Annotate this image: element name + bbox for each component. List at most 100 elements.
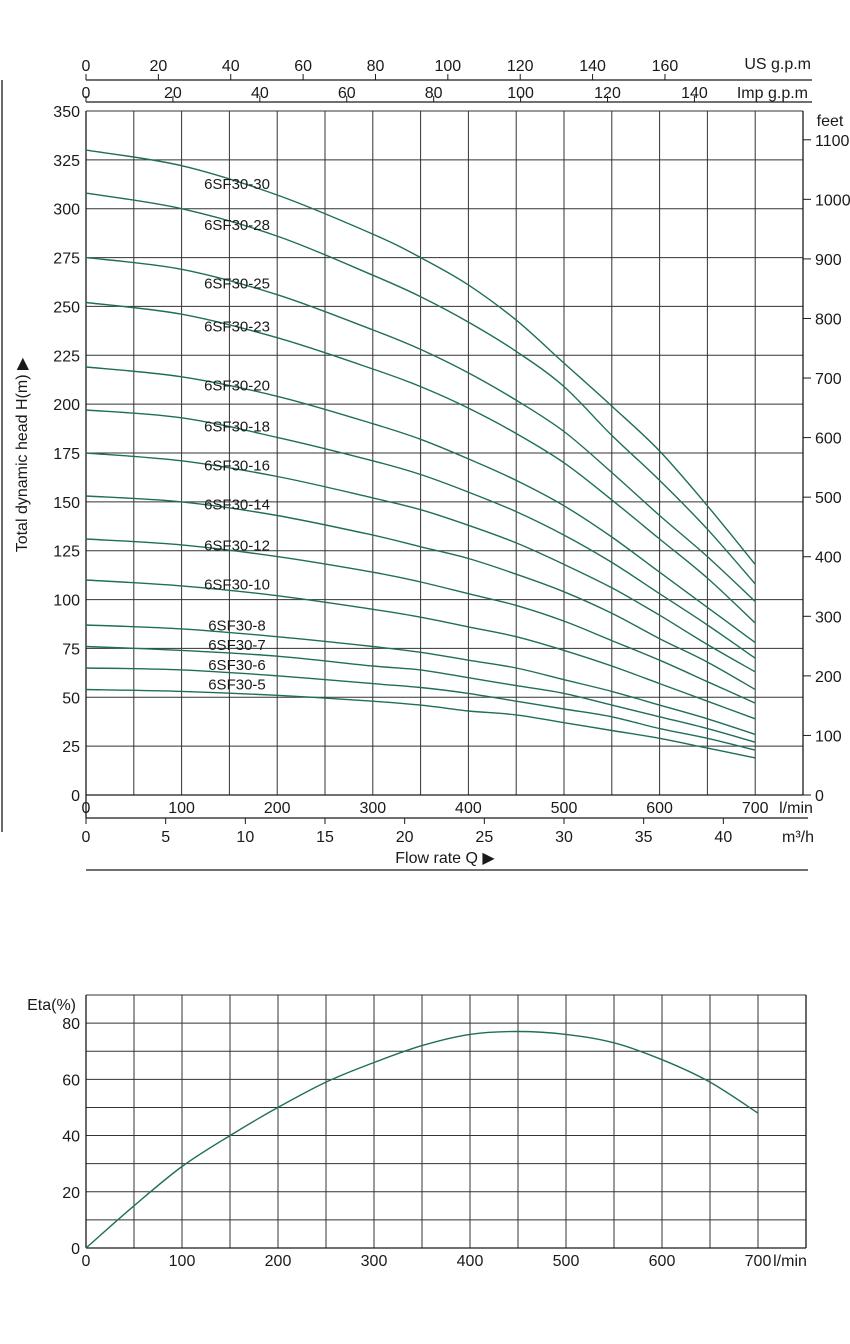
y-tick-label: 0	[71, 788, 80, 805]
feet-tick-label: 1100	[815, 133, 850, 150]
head-curve-6SF30-23	[85, 301, 756, 624]
e-y-tick-label: 0	[71, 1241, 80, 1258]
x-axis-title: Flow rate Q ▶	[395, 850, 495, 867]
feet-tick-label: 200	[815, 669, 842, 686]
us-gpm-tick-label: 120	[507, 58, 534, 75]
y-tick-label: 350	[53, 104, 80, 121]
curve-label: 6SF30-23	[204, 319, 270, 336]
head-curve-6SF30-10	[85, 579, 756, 720]
feet-tick-label: 700	[815, 371, 842, 388]
feet-tick-label: 100	[815, 728, 842, 745]
y-tick-label: 100	[53, 593, 80, 610]
m3h-tick-label: 30	[555, 829, 573, 846]
y-tick-label: 50	[62, 690, 80, 707]
us-gpm-tick-label: 0	[82, 58, 91, 75]
y-tick-label: 75	[62, 641, 80, 658]
head-curve-6SF30-8	[85, 624, 756, 736]
y-tick-label: 225	[53, 348, 80, 365]
curve-label: 6SF30-5	[208, 676, 266, 693]
feet-tick-label: 400	[815, 550, 842, 567]
curve-label: 6SF30-7	[208, 637, 266, 654]
e-y-tick-label: 20	[62, 1185, 80, 1202]
e-y-tick-label: 80	[62, 1016, 80, 1033]
e-x-tick-label: 600	[649, 1253, 676, 1270]
e-x-tick-label: 100	[169, 1253, 196, 1270]
e-x-tick-label: 400	[457, 1253, 484, 1270]
head-curve-6SF30-14	[85, 495, 756, 691]
us-gpm-tick-label: 140	[579, 58, 606, 75]
e-x-tick-label: 500	[553, 1253, 580, 1270]
imp-gpm-tick-label: 120	[594, 85, 621, 102]
e-x-tick-label: 200	[265, 1253, 292, 1270]
head-curve-6SF30-16	[85, 452, 756, 673]
feet-tick-label: 600	[815, 431, 842, 448]
e-x-tick-label: 700	[745, 1253, 772, 1270]
curve-label: 6SF30-25	[204, 276, 270, 293]
curve-label: 6SF30-28	[204, 217, 270, 234]
imp-gpm-tick-label: 100	[507, 85, 534, 102]
imp-gpm-tick-label: 140	[681, 85, 708, 102]
x-tick-label: 600	[646, 800, 673, 817]
imp-gpm-tick-label: 80	[425, 85, 443, 102]
m3h-tick-label: 0	[82, 829, 91, 846]
feet-tick-label: 800	[815, 311, 842, 328]
e-y-tick-label: 40	[62, 1129, 80, 1146]
curve-label: 6SF30-18	[204, 418, 270, 435]
head-curve-6SF30-6	[85, 667, 756, 751]
m3h-tick-label: 15	[316, 829, 334, 846]
x-tick-label: 100	[168, 800, 195, 817]
us-gpm-tick-label: 20	[149, 58, 167, 75]
imp-gpm-tick-label: 60	[338, 85, 356, 102]
head-curve-6SF30-7	[85, 645, 756, 743]
feet-tick-label: 900	[815, 252, 842, 269]
y-tick-label: 325	[53, 153, 80, 170]
e-x-tick-label: 0	[82, 1253, 91, 1270]
efficiency-chart-curves	[85, 1030, 759, 1249]
head-curve-6SF30-30	[85, 149, 756, 565]
y-tick-label: 125	[53, 544, 80, 561]
e-y-axis-title: Eta(%)	[27, 997, 76, 1014]
y-tick-label: 300	[53, 202, 80, 219]
us-gpm-tick-label: 60	[294, 58, 312, 75]
m3h-tick-label: 35	[635, 829, 653, 846]
head-curve-6SF30-18	[85, 409, 756, 659]
feet-tick-label: 0	[815, 788, 824, 805]
y-tick-label: 175	[53, 446, 80, 463]
y-tick-label: 25	[62, 739, 80, 756]
e-y-tick-label: 60	[62, 1072, 80, 1089]
us-gpm-tick-label: 160	[652, 58, 679, 75]
m3h-tick-label: 10	[236, 829, 254, 846]
curve-label: 6SF30-16	[204, 457, 270, 474]
m3h-axis-title: m³/h	[782, 829, 814, 846]
x-unit-label: l/min	[779, 800, 813, 817]
imp-gpm-axis-title: Imp g.p.m	[737, 85, 808, 102]
x-tick-label: 200	[264, 800, 291, 817]
y-axis-title: Total dynamic head H(m) ▶	[14, 357, 31, 552]
imp-gpm-tick-label: 0	[82, 85, 91, 102]
y-tick-label: 250	[53, 299, 80, 316]
us-gpm-tick-label: 40	[222, 58, 240, 75]
efficiency-curve	[85, 1030, 759, 1249]
curve-label: 6SF30-10	[204, 577, 270, 594]
curve-label: 6SF30-12	[204, 538, 270, 555]
curve-label: 6SF30-8	[208, 618, 266, 635]
head-chart-labels: 0255075100125150175200225250275300325350…	[14, 56, 850, 867]
us-gpm-axis-title: US g.p.m	[744, 56, 811, 73]
feet-tick-label: 300	[815, 609, 842, 626]
curve-label: 6SF30-30	[204, 176, 270, 193]
head-curve-6SF30-12	[85, 538, 756, 704]
x-tick-label: 400	[455, 800, 482, 817]
us-gpm-tick-label: 100	[434, 58, 461, 75]
feet-tick-label: 1000	[815, 192, 850, 209]
m3h-tick-label: 5	[161, 829, 170, 846]
x-tick-label: 700	[742, 800, 769, 817]
y-tick-label: 150	[53, 495, 80, 512]
head-chart-grid	[1, 74, 812, 871]
efficiency-chart-labels: 0 20 40 60 80 0 100 200 300 400 500 600 700 l/min Eta(…	[27, 997, 807, 1270]
head-curve-6SF30-20	[85, 366, 756, 644]
head-curve-6SF30-25	[85, 256, 756, 603]
m3h-tick-label: 20	[396, 829, 414, 846]
curve-label: 6SF30-6	[208, 657, 266, 674]
